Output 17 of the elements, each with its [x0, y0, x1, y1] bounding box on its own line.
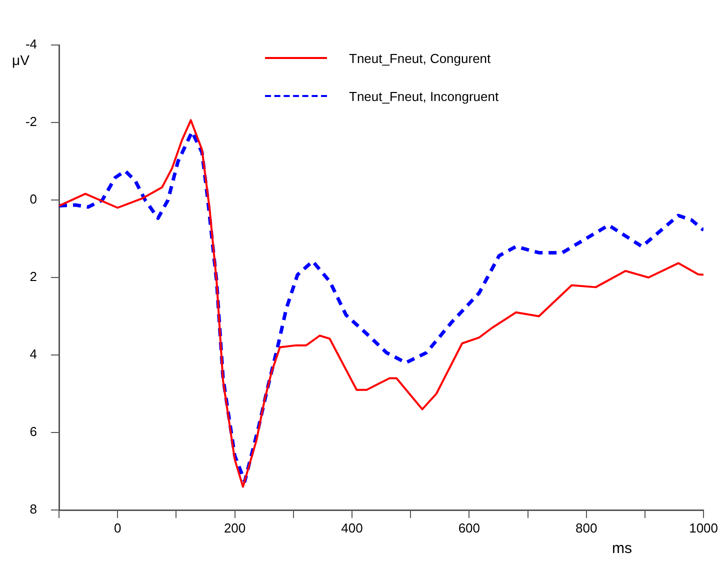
- y-tick-label: -4: [25, 36, 37, 52]
- y-tick-label: 2: [30, 269, 37, 284]
- y-tick-label: 6: [30, 424, 37, 440]
- y-tick-label: -2: [25, 114, 37, 130]
- y-tick-label: 8: [30, 502, 37, 517]
- y-tick-label: 4: [30, 346, 37, 362]
- x-tick-label: 1000: [689, 520, 718, 536]
- x-tick-label: 800: [576, 520, 598, 536]
- legend-label: Tneut_Fneut, Congurent: [349, 50, 491, 66]
- x-tick-label: 200: [224, 520, 246, 536]
- x-tick-label: 0: [114, 520, 122, 536]
- x-tick-label: 400: [341, 520, 363, 536]
- x-axis-title: ms: [612, 540, 632, 557]
- y-axis-title: μV: [12, 52, 30, 68]
- legend-label: Tneut_Fneut, Incongruent: [349, 88, 499, 104]
- y-tick-label: 0: [30, 192, 37, 207]
- x-tick-label: 600: [458, 520, 480, 536]
